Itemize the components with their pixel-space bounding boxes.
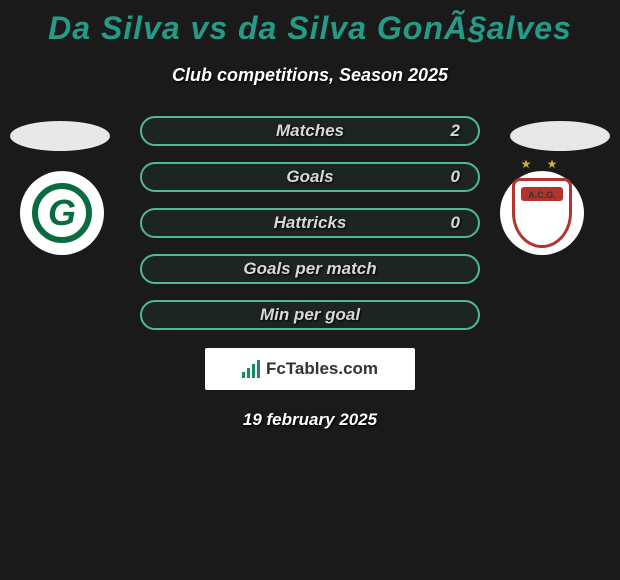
right-badge-initials: A.C.G.: [528, 190, 556, 200]
brand-logo[interactable]: FcTables.com: [205, 348, 415, 390]
subtitle: Club competitions, Season 2025: [0, 65, 620, 86]
stat-row-min-per-goal: Min per goal: [140, 300, 480, 330]
brand-text: FcTables.com: [266, 359, 378, 379]
stat-label: Goals: [286, 167, 333, 187]
stat-row-goals: Goals 0: [140, 162, 480, 192]
left-badge-letter: G: [32, 183, 92, 243]
right-team-badge: ★ ★ A.C.G.: [500, 171, 600, 271]
stat-row-hattricks: Hattricks 0: [140, 208, 480, 238]
stat-label: Matches: [276, 121, 344, 141]
stat-label: Goals per match: [243, 259, 376, 279]
stat-label: Hattricks: [274, 213, 347, 233]
shield-icon: A.C.G.: [512, 178, 572, 248]
stat-row-matches: Matches 2: [140, 116, 480, 146]
left-player-ellipse: [10, 121, 110, 151]
stat-label: Min per goal: [260, 305, 360, 325]
stat-row-goals-per-match: Goals per match: [140, 254, 480, 284]
bar-chart-icon: [242, 360, 260, 378]
stat-value: 0: [451, 167, 460, 187]
date-text: 19 february 2025: [0, 410, 620, 430]
content-area: G ★ ★ A.C.G. Matches 2 Goals 0 Hattricks…: [0, 116, 620, 430]
star-icon: ★ ★: [500, 157, 584, 171]
right-player-ellipse: [510, 121, 610, 151]
stat-value: 2: [451, 121, 460, 141]
page-title: Da Silva vs da Silva GonÃ§alves: [0, 0, 620, 47]
stat-value: 0: [451, 213, 460, 233]
left-team-badge: G: [20, 171, 120, 271]
